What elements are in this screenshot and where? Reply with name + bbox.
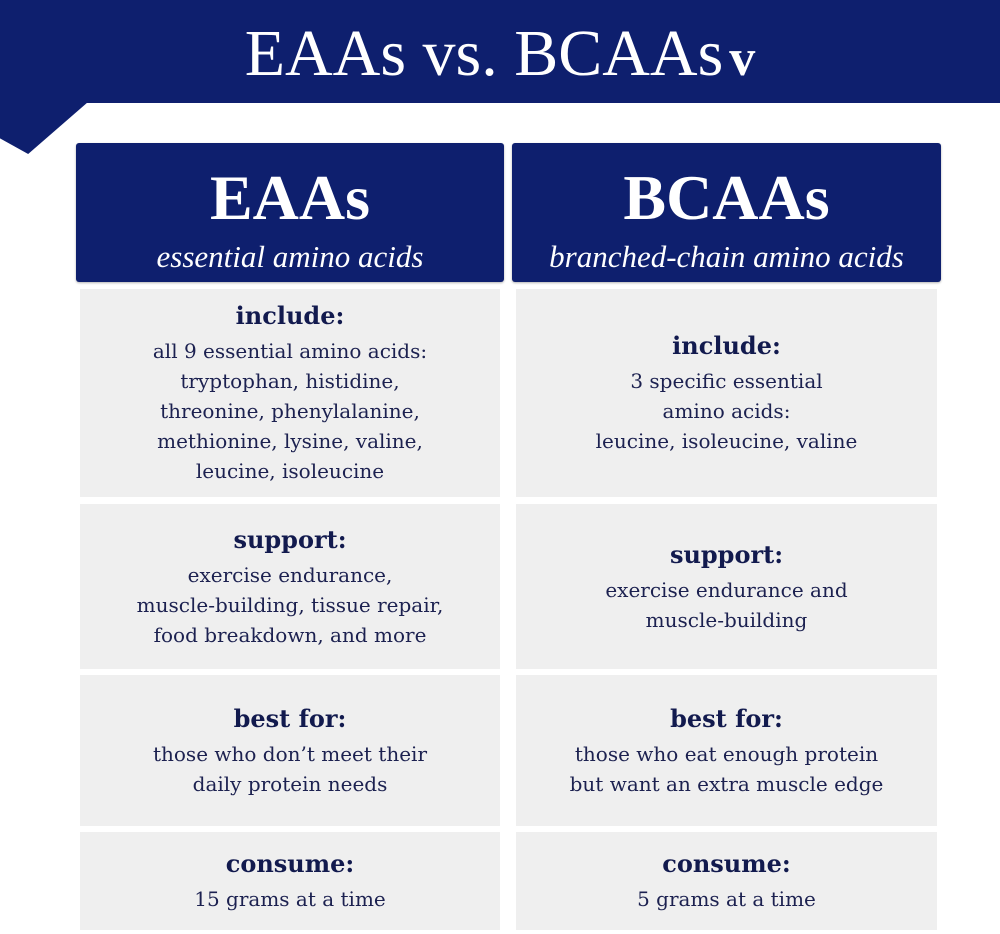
row-label: consume:	[225, 849, 355, 878]
row-label: support:	[233, 524, 347, 554]
eaas-support-cell: support: exercise endurance, muscle-buil…	[80, 504, 500, 669]
row-text: 15 grams at a time	[194, 887, 386, 911]
title-text: EAAs vs. BCAAs	[244, 17, 724, 90]
banner-notch	[0, 102, 88, 154]
eaas-subtitle: essential amino acids	[156, 239, 424, 274]
row-text: all 9 essential amino acids: tryptophan,…	[152, 339, 428, 483]
eaas-best-for-cell: best for: those who don’t meet their dai…	[80, 675, 500, 826]
bcaas-title: BCAAs	[623, 162, 830, 233]
bcaas-consume-cell: consume: 5 grams at a time	[516, 832, 937, 930]
row-label: consume:	[662, 849, 791, 878]
eaas-include-cell: include: all 9 essential amino acids: tr…	[80, 289, 500, 497]
row-label: best for:	[233, 703, 347, 733]
row-label: include:	[235, 301, 345, 330]
row-text: 3 specific essential amino acids: leucin…	[595, 369, 858, 453]
row-text: those who don’t meet their daily protein…	[152, 741, 428, 796]
row-text: exercise endurance, muscle-building, tis…	[136, 562, 444, 647]
bcaas-include-cell: include: 3 specific essential amino acid…	[516, 289, 937, 497]
eaas-consume-cell: consume: 15 grams at a time	[80, 832, 500, 930]
row-text: 5 grams at a time	[637, 887, 816, 911]
bcaas-support-cell: support: exercise endurance and muscle-b…	[516, 504, 937, 669]
row-text: exercise endurance and muscle-building	[605, 577, 848, 632]
title-banner	[0, 0, 1000, 103]
eaas-header: EAAs essential amino acids	[76, 143, 504, 282]
bcaas-subtitle: branched-chain amino acids	[549, 239, 904, 274]
brand-logo-icon: v	[729, 30, 756, 87]
row-label: include:	[672, 331, 781, 360]
row-label: best for:	[670, 703, 783, 733]
bcaas-best-for-cell: best for: those who eat enough protein b…	[516, 675, 937, 826]
page-title: EAAs vs. BCAAs v	[0, 14, 1000, 99]
row-label: support:	[669, 539, 784, 569]
bcaas-header: BCAAs branched-chain amino acids	[512, 143, 941, 282]
eaas-title: EAAs	[209, 162, 371, 233]
row-text: those who eat enough protein but want an…	[569, 741, 884, 796]
